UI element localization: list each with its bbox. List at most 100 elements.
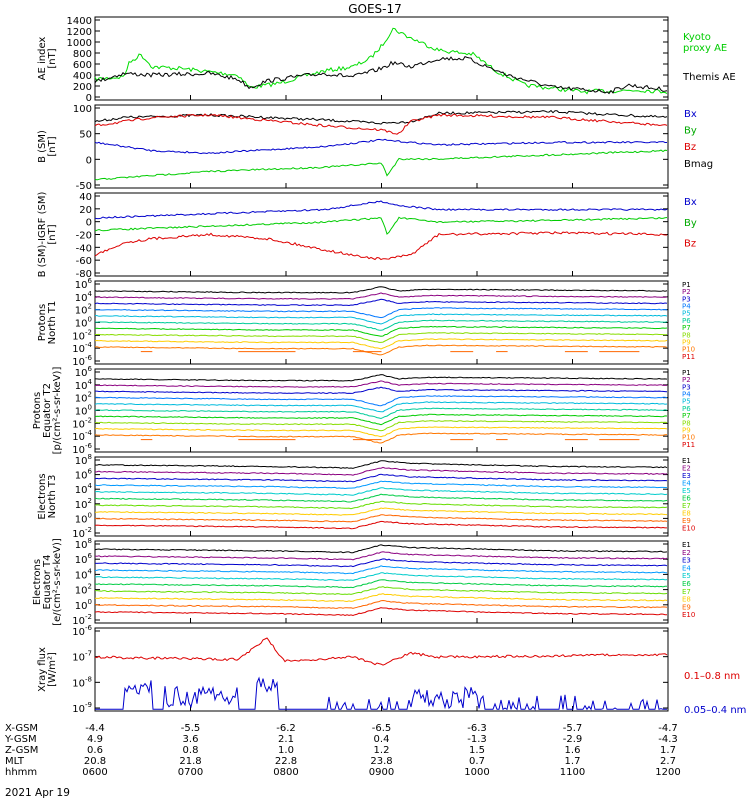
band-legend: P1 [682,281,691,289]
band-line [94,520,667,530]
band-legend: E5 [682,487,691,495]
legend-entry: Bx [684,197,697,208]
band-line [94,325,668,337]
x-row-value: -6.3 [467,723,487,734]
x-row-value: -6.2 [276,723,296,734]
band-line [94,460,668,469]
legend-entry: Bz [684,142,696,153]
band-legend: P5 [682,398,691,406]
x-row-name: X-GSM [5,723,38,734]
y-axis-label: Electrons [32,559,43,605]
x-row-value: 1.6 [565,745,581,756]
band-legend: P9 [682,338,691,346]
x-row-value: 23.8 [370,756,392,767]
x-row-name: MLT [5,756,25,767]
band-legend: E8 [682,596,691,604]
band-legend: P7 [682,412,691,420]
x-row-value: -4.4 [85,723,105,734]
band-line [94,466,668,476]
band-legend: E4 [682,564,691,572]
band-legend: E2 [682,549,691,557]
y-tick-label: 0 [86,155,92,166]
band-legend: P3 [682,383,691,391]
y-tick-label: 40 [79,192,92,203]
series-kyoto-ae [94,27,668,95]
x-row-value: 22.8 [275,756,297,767]
band-line [94,558,668,568]
panel-frame [94,627,669,712]
legend-entry: proxy AE [683,43,727,54]
x-row-value: 0600 [82,767,107,778]
band-line [94,432,668,444]
legend-entry: Bmag [684,159,713,170]
band-legend: E2 [682,465,691,473]
band-line [94,307,668,319]
y-tick-label: -50 [76,181,92,192]
x-row-value: 1.5 [469,745,485,756]
x-row-value: -4.7 [658,723,678,734]
band-line [94,338,668,350]
band-line [95,332,668,343]
legend-entry: 0.05–0.4 nm [684,705,746,716]
y-axis-label: Protons [32,392,43,429]
x-row-name: Z-GSM [5,745,38,756]
panel-frame [94,192,669,277]
y-tick-label: 20 [79,205,92,216]
y-tick-label: 10-7 [72,650,92,664]
band-line [94,407,668,420]
band-legend: P10 [682,434,695,442]
y-tick-label: 800 [73,49,92,60]
x-row-value: 1000 [464,767,489,778]
y-axis-label: Xray flux [37,647,48,692]
legend-entry: Bx [684,109,697,120]
band-line [94,572,668,582]
x-row-value: 2.1 [278,734,294,745]
x-row-value: -6.5 [372,723,392,734]
band-legend: P10 [682,346,695,354]
band-line [94,298,668,307]
y-axis-label: B (SM) [37,130,48,163]
band-legend: P8 [682,331,691,339]
x-row-value: 3.6 [183,734,199,745]
y-tick-label: 1000 [67,38,92,49]
band-line [94,500,668,510]
band-line [94,544,668,554]
panel-frame [94,456,669,537]
x-row-value: 1.0 [278,745,294,756]
legend-entry: Kyoto [683,32,711,43]
x-row-value: 0700 [178,767,203,778]
panel-frame [94,16,669,101]
y-tick-label: 10-9 [72,701,92,715]
series-themis-ae [94,55,668,95]
y-axis-label: [W/m²] [47,652,58,687]
x-row-value: -5.7 [563,723,583,734]
y-tick-label: 100 [75,598,92,612]
band-legend: P6 [682,405,691,413]
band-line [94,413,668,426]
band-line [94,380,668,388]
y-tick-label: 106 [75,468,93,482]
band-line [94,319,668,331]
band-line [94,426,668,438]
legend-entry: By [684,126,697,137]
band-legend: P4 [682,303,691,311]
y-tick-label: 0 [86,93,92,104]
band-legend: E4 [682,480,691,488]
x-row-value: 0900 [369,767,394,778]
y-tick-label: 1200 [67,27,92,38]
band-line [94,292,668,300]
band-legend: E5 [682,572,691,580]
band-legend: P11 [682,353,695,361]
band-line [95,420,668,432]
series-bmag [94,109,668,125]
y-axis-label: Protons [37,304,48,341]
x-row-value: 0.6 [87,745,103,756]
y-tick-label: 0 [86,218,92,229]
x-row-value: 1.2 [374,745,390,756]
band-legend: E7 [682,588,691,596]
band-legend: P6 [682,317,691,325]
x-row-name: Y-GSM [4,734,37,745]
band-legend: E1 [682,541,691,549]
